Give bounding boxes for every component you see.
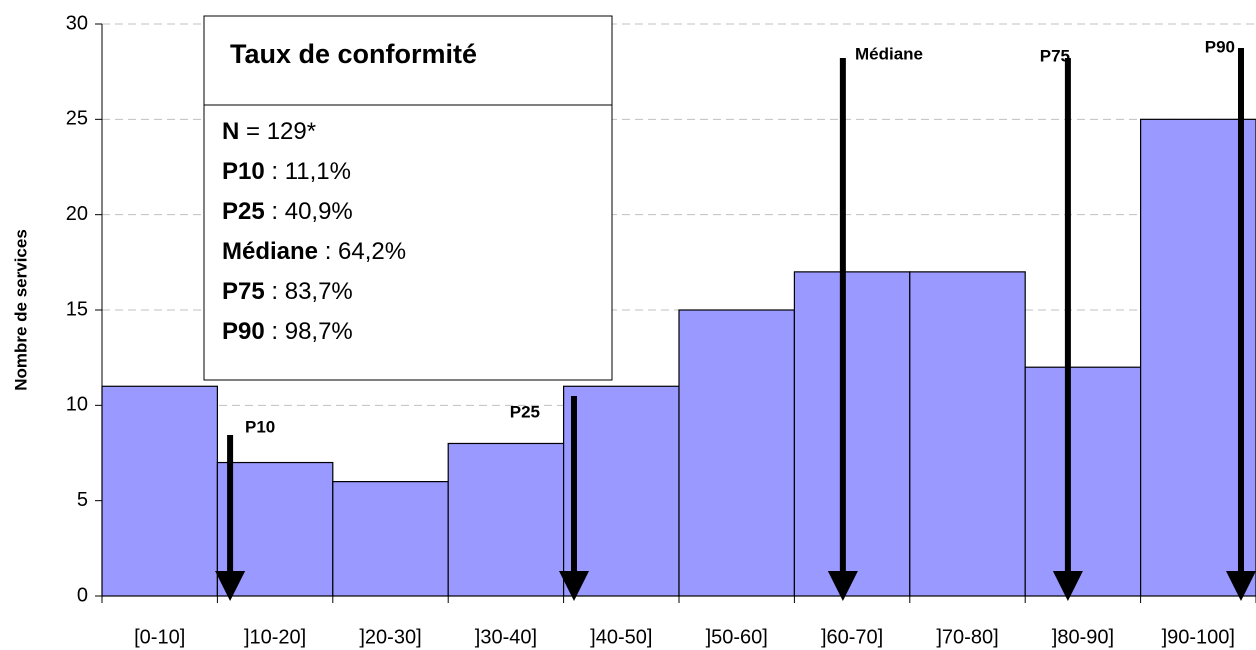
y-tick-label: 20 — [66, 203, 88, 225]
percentile-label: P10 — [245, 417, 275, 436]
y-tick-label: 15 — [66, 298, 88, 320]
stat-separator: : — [318, 238, 338, 265]
stat-line: P25 : 40,9% — [222, 198, 353, 225]
bar — [1139, 118, 1256, 597]
y-axis-title: Nombre de services — [11, 229, 30, 391]
stat-label: P25 — [222, 198, 265, 225]
bar — [101, 385, 219, 597]
stat-label: Médiane — [222, 238, 318, 265]
stat-line: Médiane : 64,2% — [222, 238, 406, 265]
stat-value: 11,1% — [285, 158, 351, 185]
bar — [909, 271, 1026, 597]
x-tick-label: ]70-80] — [936, 626, 998, 648]
stat-value: 64,2% — [338, 238, 406, 265]
x-tick-label: [0-10] — [134, 626, 185, 648]
percentile-label: P25 — [510, 402, 540, 421]
n-line: N = 129* — [222, 118, 316, 145]
stat-value: 40,9% — [285, 198, 353, 225]
x-tick-label: ]50-60] — [706, 626, 768, 648]
stat-separator: : — [265, 278, 285, 305]
y-tick-label: 25 — [66, 108, 88, 130]
stat-value: 98,7% — [285, 318, 353, 345]
percentile-label: Médiane — [855, 44, 923, 63]
n-separator: = — [239, 118, 266, 145]
box-frame — [203, 15, 613, 381]
stat-label: P10 — [222, 158, 265, 185]
bar — [562, 385, 680, 597]
stat-separator: : — [265, 198, 285, 225]
y-tick-label: 10 — [66, 394, 88, 416]
y-tick-label: 5 — [77, 489, 88, 511]
x-tick-label: ]20-30] — [359, 626, 421, 648]
percentile-label: P75 — [1040, 46, 1070, 65]
bar — [678, 309, 796, 597]
x-tick-label: ]30-40] — [475, 626, 537, 648]
stat-line: P75 : 83,7% — [222, 278, 353, 305]
x-tick-label: ]10-20] — [244, 626, 306, 648]
n-value: 129* — [267, 118, 316, 145]
bar — [447, 442, 565, 597]
y-tick-label: 0 — [77, 584, 88, 606]
x-tick-label: ]40-50] — [590, 626, 652, 648]
stat-label: P75 — [222, 278, 265, 305]
stat-line: P90 : 98,7% — [222, 318, 353, 345]
bar — [332, 481, 449, 597]
n-label: N — [222, 118, 239, 145]
stat-label: P90 — [222, 318, 265, 345]
x-tick-label: ]90-100] — [1162, 626, 1235, 648]
bar — [1024, 366, 1142, 597]
x-tick-label: ]60-70] — [821, 626, 883, 648]
stats-box: Taux de conformité N = 129* P10 : 11,1%P… — [203, 15, 613, 381]
box-title: Taux de conformité — [230, 39, 477, 69]
percentile-label: P90 — [1205, 37, 1235, 56]
x-tick-label: ]80-90] — [1052, 626, 1114, 648]
bar — [793, 271, 911, 597]
stat-separator: : — [265, 158, 285, 185]
y-tick-label: 30 — [66, 12, 88, 34]
bar — [216, 461, 334, 597]
stat-separator: : — [265, 318, 285, 345]
stat-value: 83,7% — [285, 278, 353, 305]
stat-line: P10 : 11,1% — [222, 158, 351, 185]
